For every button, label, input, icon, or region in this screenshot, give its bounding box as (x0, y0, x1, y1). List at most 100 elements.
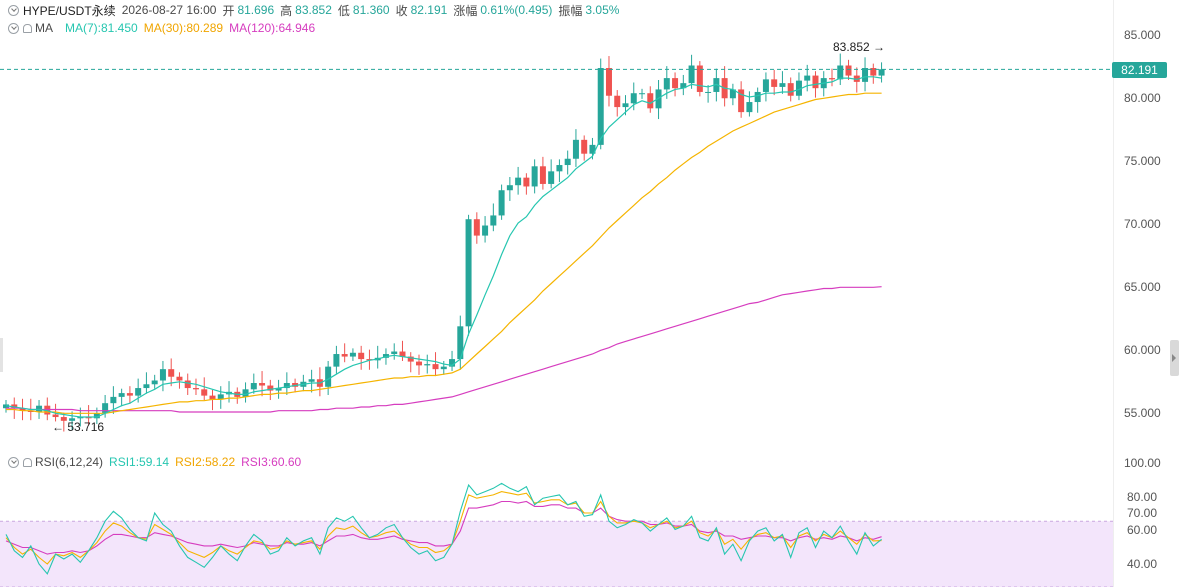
candle-body[interactable] (416, 361, 422, 366)
candle-body[interactable] (639, 93, 646, 95)
candle-body[interactable] (19, 408, 26, 411)
candle-body[interactable] (696, 65, 703, 92)
candle-body[interactable] (308, 379, 315, 382)
candle-body[interactable] (804, 75, 811, 81)
collapse-chevron-icon[interactable] (8, 22, 19, 34)
candle-body[interactable] (424, 364, 431, 366)
rsi-indicator-label[interactable]: RSI(6,12,24) (35, 455, 104, 469)
candle-body[interactable] (11, 404, 18, 409)
candle-body[interactable] (663, 78, 670, 90)
candle-body[interactable] (242, 389, 249, 397)
candle-body[interactable] (267, 385, 274, 391)
candle-body[interactable] (795, 80, 802, 96)
candle-body[interactable] (399, 351, 406, 357)
candle-body[interactable] (845, 65, 852, 76)
candle-body[interactable] (556, 165, 563, 172)
candle-body[interactable] (36, 405, 43, 412)
candle-body[interactable] (705, 91, 712, 93)
symbol-name[interactable]: HYPE/USDT永续 (23, 3, 116, 18)
candle-body[interactable] (614, 95, 621, 108)
collapse-chevron-icon[interactable] (8, 456, 19, 468)
ma-indicator-label[interactable]: MA (35, 21, 53, 35)
candle-body[interactable] (622, 103, 629, 108)
candle-body[interactable] (275, 388, 282, 391)
candle-body[interactable] (201, 389, 208, 396)
candle-body[interactable] (787, 83, 794, 96)
candle-body[interactable] (853, 75, 860, 82)
candle-body[interactable] (85, 417, 92, 419)
candle-body[interactable] (870, 68, 877, 76)
candle-body[interactable] (184, 380, 191, 389)
candle-body[interactable] (746, 102, 753, 113)
candle-body[interactable] (77, 417, 84, 419)
candle-body[interactable] (490, 215, 497, 226)
candle-body[interactable] (349, 352, 356, 357)
candle-body[interactable] (449, 359, 456, 367)
candle-body[interactable] (217, 394, 224, 400)
candle-body[interactable] (482, 225, 489, 236)
candle-body[interactable] (837, 65, 844, 80)
candle-body[interactable] (209, 395, 216, 400)
candle-body[interactable] (771, 79, 778, 87)
candle-body[interactable] (539, 166, 546, 184)
candle-body[interactable] (605, 68, 612, 96)
candle-body[interactable] (754, 91, 761, 103)
rsi-chart[interactable] (0, 462, 1113, 587)
candle-body[interactable] (564, 158, 571, 166)
candle-body[interactable] (498, 190, 505, 216)
candle-body[interactable] (382, 354, 389, 358)
candle-body[interactable] (52, 414, 59, 418)
candle-body[interactable] (192, 388, 199, 390)
candle-body[interactable] (333, 354, 340, 367)
candle-body[interactable] (523, 177, 530, 187)
alert-bell-icon[interactable] (23, 457, 32, 467)
candle-body[interactable] (729, 89, 736, 99)
candle-body[interactable] (829, 78, 835, 80)
candle-body[interactable] (325, 366, 332, 387)
candle-body[interactable] (110, 396, 117, 404)
axis-scroll-handle[interactable] (1170, 340, 1179, 376)
candle-body[interactable] (738, 89, 745, 113)
candle-body[interactable] (779, 83, 786, 87)
candle-body[interactable] (341, 354, 348, 357)
candle-body[interactable] (60, 417, 67, 421)
collapse-chevron-icon[interactable] (8, 4, 19, 16)
candle-body[interactable] (118, 393, 125, 397)
candle-body[interactable] (506, 185, 513, 191)
candle-body[interactable] (515, 177, 522, 186)
candle-body[interactable] (572, 139, 579, 159)
candle-body[interactable] (3, 404, 9, 409)
candle-body[interactable] (176, 376, 183, 381)
candle-body[interactable] (878, 69, 885, 76)
candle-body[interactable] (135, 388, 142, 396)
candle-body[interactable] (143, 384, 150, 389)
left-panel-handle[interactable] (0, 338, 3, 372)
candle-body[interactable] (531, 166, 538, 187)
candle-body[interactable] (358, 352, 365, 360)
candle-body[interactable] (391, 351, 398, 355)
candle-body[interactable] (581, 139, 588, 154)
candle-body[interactable] (102, 403, 109, 414)
candle-body[interactable] (589, 144, 596, 154)
candle-body[interactable] (259, 383, 266, 386)
price-axis[interactable] (1113, 0, 1179, 587)
candlestick-chart[interactable] (0, 0, 1113, 450)
candle-body[interactable] (432, 364, 439, 370)
candle-body[interactable] (548, 171, 555, 184)
candle-body[interactable] (672, 78, 679, 89)
candle-body[interactable] (762, 79, 769, 92)
candle-body[interactable] (159, 369, 166, 381)
candle-body[interactable] (457, 326, 464, 360)
candle-body[interactable] (473, 219, 480, 236)
candle-body[interactable] (597, 68, 604, 145)
candle-body[interactable] (407, 356, 414, 362)
candle-body[interactable] (126, 393, 133, 396)
candle-body[interactable] (465, 219, 472, 327)
candle-body[interactable] (688, 65, 695, 84)
candle-body[interactable] (151, 380, 158, 385)
candle-body[interactable] (440, 366, 447, 370)
candle-body[interactable] (93, 413, 100, 419)
candle-body[interactable] (647, 93, 654, 109)
candle-body[interactable] (69, 418, 76, 421)
candle-body[interactable] (168, 369, 175, 377)
